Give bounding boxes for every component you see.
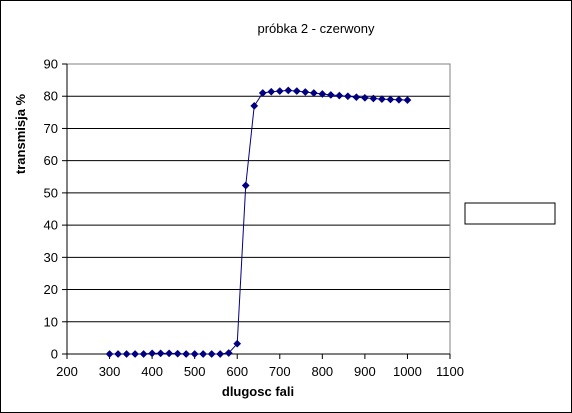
data-point-marker [114,350,123,358]
data-point-marker [250,101,259,110]
data-point-marker [284,86,293,95]
data-point-marker [122,350,131,358]
series-line [109,89,408,355]
y-tick-label: 0 [51,347,58,362]
y-tick-label: 70 [44,121,58,136]
x-tick-label: 900 [354,364,376,379]
data-point-marker [335,91,344,100]
data-point-marker [309,89,318,97]
y-axis-label: transmisja % [13,93,28,174]
gridlines [67,63,450,323]
x-tick-label: 200 [56,364,78,379]
chart-title: próbka 2 - czerwony [257,21,375,36]
data-point-marker [369,94,378,103]
x-tick-label: 700 [269,364,291,379]
data-point-marker [292,87,301,96]
y-tick-label: 60 [44,153,58,168]
y-tick-label: 20 [44,282,58,297]
axes [62,63,451,359]
data-point-marker [267,87,276,96]
data-point-marker [139,350,148,358]
y-tick-label: 80 [44,89,58,104]
data-point-marker [224,349,233,357]
data-point-marker [190,350,199,358]
tick-labels: 0 10 20 30 40 50 60 70 80 90 200 300 400 500 600 700 800… [44,57,464,380]
data-point-marker [165,349,174,358]
data-point-marker [301,88,310,96]
y-tick-label: 90 [44,57,58,72]
x-tick-label: 500 [184,364,206,379]
x-tick-label: 1000 [393,364,422,379]
x-tick-label: 800 [311,364,333,379]
data-point-marker [156,349,165,358]
y-tick-label: 40 [44,218,58,233]
data-point-marker [360,93,369,102]
data-point-marker [233,339,242,348]
x-tick-label: 400 [141,364,163,379]
plot-area [66,63,451,355]
data-point-marker [207,350,216,358]
data-point-marker [394,95,403,104]
data-point-marker [199,350,208,358]
data-point-marker [148,349,157,358]
data-point-marker [318,90,327,98]
y-tick-label: 10 [44,314,58,329]
data-point-marker [241,181,250,190]
legend-box [464,202,556,225]
data-point-marker [173,349,182,358]
data-point-marker [403,96,412,105]
data-point-marker [352,93,361,102]
data-point-marker [258,89,267,97]
data-point-marker [275,87,284,96]
data-point-marker [105,350,114,358]
data-point-marker [386,95,395,104]
y-tick-label: 30 [44,250,58,265]
y-tick-label: 50 [44,185,58,200]
x-tick-label: 600 [226,364,248,379]
x-tick-label: 300 [99,364,121,379]
data-point-marker [377,95,386,104]
x-tick-label: 1100 [436,364,464,379]
data-point-marker [182,350,191,358]
x-axis-label: dlugosc fali [222,384,294,399]
series-layer [105,86,412,358]
data-point-marker [343,92,352,101]
data-point-marker [131,350,140,358]
data-point-marker [326,90,335,99]
data-point-marker [216,350,225,358]
